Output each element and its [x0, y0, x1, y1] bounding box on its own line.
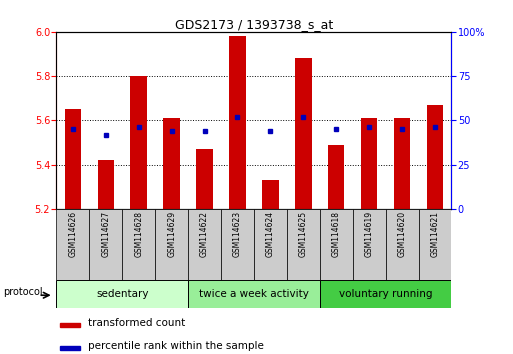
- Text: GSM114627: GSM114627: [101, 211, 110, 257]
- Bar: [122, 209, 155, 280]
- Bar: [361, 118, 378, 209]
- Text: sedentary: sedentary: [96, 289, 149, 299]
- Bar: [221, 209, 254, 280]
- Text: GSM114622: GSM114622: [200, 211, 209, 257]
- Bar: [328, 145, 344, 209]
- Bar: [287, 209, 320, 280]
- Text: voluntary running: voluntary running: [339, 289, 432, 299]
- Text: percentile rank within the sample: percentile rank within the sample: [88, 341, 264, 351]
- Bar: [262, 180, 279, 209]
- Bar: [56, 209, 89, 280]
- Title: GDS2173 / 1393738_s_at: GDS2173 / 1393738_s_at: [175, 18, 333, 31]
- Bar: [254, 209, 287, 280]
- Bar: [427, 105, 443, 209]
- Bar: [188, 209, 221, 280]
- Text: GSM114619: GSM114619: [365, 211, 373, 257]
- Text: GSM114624: GSM114624: [266, 211, 275, 257]
- Bar: [320, 280, 451, 308]
- Bar: [61, 346, 80, 350]
- Bar: [188, 280, 320, 308]
- Text: GSM114628: GSM114628: [134, 211, 143, 257]
- Bar: [419, 209, 451, 280]
- Text: GSM114629: GSM114629: [167, 211, 176, 257]
- Bar: [229, 36, 246, 209]
- Bar: [61, 323, 80, 327]
- Bar: [196, 149, 213, 209]
- Bar: [65, 109, 81, 209]
- Text: GSM114625: GSM114625: [299, 211, 308, 257]
- Text: GSM114626: GSM114626: [68, 211, 77, 257]
- Text: GSM114623: GSM114623: [233, 211, 242, 257]
- Bar: [295, 58, 311, 209]
- Bar: [56, 280, 188, 308]
- Bar: [320, 209, 353, 280]
- Text: GSM114620: GSM114620: [398, 211, 407, 257]
- Text: twice a week activity: twice a week activity: [199, 289, 309, 299]
- Bar: [97, 160, 114, 209]
- Text: protocol: protocol: [3, 287, 43, 297]
- Bar: [164, 118, 180, 209]
- Bar: [386, 209, 419, 280]
- Bar: [89, 209, 122, 280]
- Bar: [155, 209, 188, 280]
- Bar: [130, 76, 147, 209]
- Bar: [394, 118, 410, 209]
- Text: GSM114621: GSM114621: [430, 211, 440, 257]
- Text: transformed count: transformed count: [88, 318, 185, 328]
- Bar: [353, 209, 386, 280]
- Text: GSM114618: GSM114618: [332, 211, 341, 257]
